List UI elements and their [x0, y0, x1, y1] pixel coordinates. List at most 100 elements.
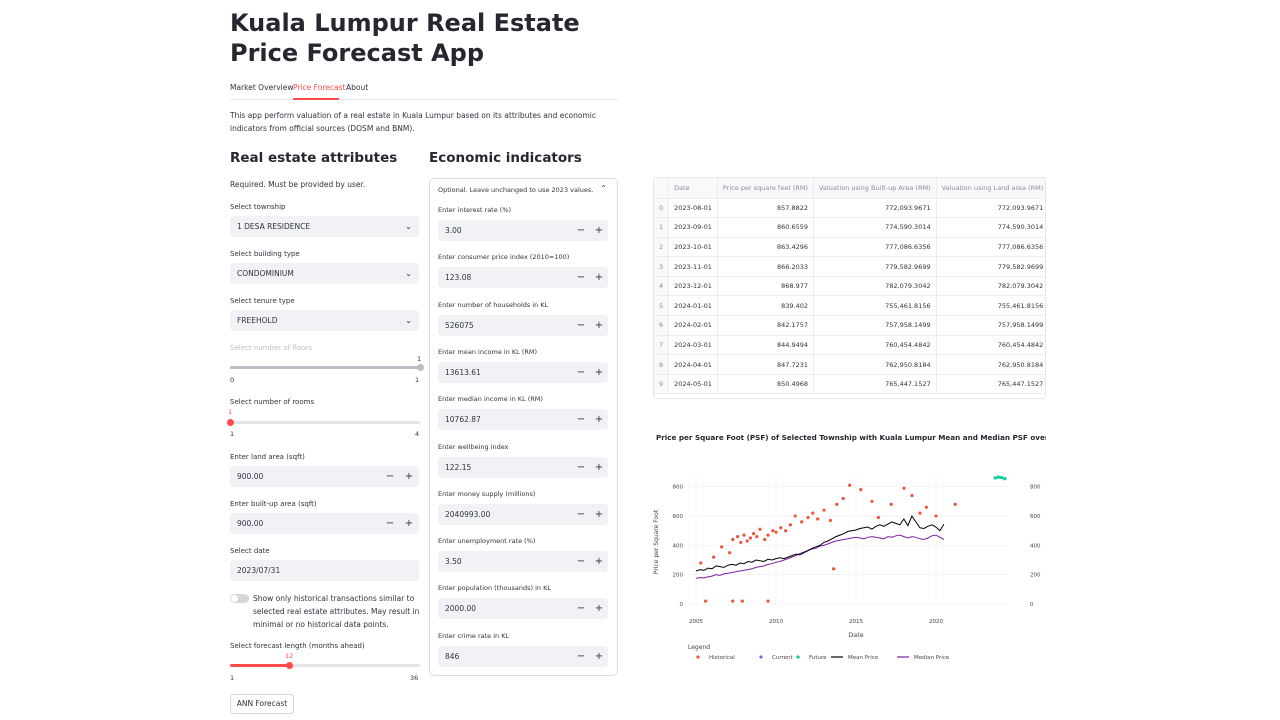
decrement-button[interactable]: − — [576, 650, 586, 662]
forecast-length-max: 36 — [410, 674, 419, 682]
table-cell: 4 — [654, 276, 670, 297]
decrement-button[interactable]: − — [576, 508, 586, 520]
floors-slider-thumb[interactable] — [416, 364, 424, 371]
table-row[interactable]: 3 2023-11-01 866.2033 779,582.9699 779,582.9… — [654, 256, 1045, 277]
table-cell: 868.977 — [717, 276, 815, 297]
increment-button[interactable]: + — [594, 272, 604, 284]
column-header-valuation-land[interactable]: Valuation using Land area (RM) — [936, 178, 1045, 199]
forecast-length-slider-track[interactable] — [230, 664, 420, 667]
building-type-select[interactable]: CONDOMINIUM ⌄ — [230, 263, 419, 284]
economic-field-input[interactable]: 2000.00 − + — [438, 598, 608, 620]
table-row[interactable]: 6 2024-02-01 842.1757 757,958.1499 757,958.1… — [654, 315, 1045, 336]
floors-slider-track[interactable] — [230, 366, 420, 369]
forecast-table[interactable]: Date Price per square feet (RM) Valuatio… — [653, 177, 1046, 399]
historical-point — [816, 517, 820, 521]
page-title: Kuala Lumpur Real Estate Price Forecast … — [230, 9, 580, 67]
table-cell: 847.7231 — [717, 354, 815, 375]
increment-button[interactable]: + — [594, 556, 604, 568]
historical-point — [835, 502, 839, 506]
built-up-area-input[interactable]: 900.00 − + — [230, 513, 419, 534]
economic-field-value: 3.50 — [445, 557, 462, 567]
table-row[interactable]: 4 2023-12-01 868.977 782,079.3042 782,079.30… — [654, 276, 1045, 297]
decrement-button[interactable]: − — [576, 414, 586, 426]
increment-button[interactable]: + — [594, 508, 604, 520]
built-up-area-decrement-button[interactable]: − — [385, 518, 395, 529]
increment-button[interactable]: + — [594, 461, 604, 473]
table-row[interactable]: 0 2023-08-01 857.8822 772,093.9671 772,093.9… — [654, 198, 1045, 219]
rooms-min: 1 — [230, 430, 235, 438]
decrement-button[interactable]: − — [576, 225, 586, 236]
township-select[interactable]: 1 DESA RESIDENCE ⌄ — [230, 216, 419, 237]
floors-value: 1 — [417, 355, 422, 363]
historical-toggle[interactable] — [230, 594, 249, 603]
historical-point — [766, 599, 770, 603]
historical-point — [745, 539, 749, 543]
increment-button[interactable]: + — [594, 603, 604, 615]
chevron-up-icon[interactable]: ⌃ — [600, 184, 607, 193]
legend-label: Future — [809, 655, 827, 661]
table-row[interactable]: 7 2024-03-01 844.9494 760,454.4842 760,454.4… — [654, 335, 1045, 356]
table-cell: 2023-10-01 — [668, 237, 718, 258]
increment-button[interactable]: + — [594, 366, 604, 378]
decrement-button[interactable]: − — [576, 603, 586, 615]
decrement-button[interactable]: − — [576, 319, 586, 331]
y2-tick-label: 600 — [1030, 514, 1041, 520]
chart-legend[interactable]: Historical Current Future Mean Price Median … — [696, 655, 950, 661]
increment-button[interactable]: + — [594, 319, 604, 331]
economic-field-input[interactable]: 2040993.00 − + — [438, 503, 608, 525]
column-header-index[interactable] — [654, 178, 670, 199]
table-row[interactable]: 8 2024-04-01 847.7231 762,950.8184 762,950.8… — [654, 354, 1045, 375]
economic-field-input[interactable]: 3.50 − + — [438, 551, 608, 573]
rooms-label: Select number of rooms — [230, 398, 315, 406]
decrement-button[interactable]: − — [576, 556, 586, 568]
economic-field-input[interactable]: 13613.61 − + — [438, 361, 608, 383]
economic-field-label: Enter population (thousands) in KL — [438, 584, 551, 593]
tab-bar: Market Overview Price Forecast About — [230, 80, 618, 100]
table-row[interactable]: 2 2023-10-01 863.4296 777,086.6356 777,086.6… — [654, 237, 1045, 258]
rooms-slider-thumb[interactable] — [226, 419, 234, 426]
tab-about[interactable]: About — [346, 83, 369, 92]
table-cell: 2023-09-01 — [668, 217, 718, 238]
built-up-area-increment-button[interactable]: + — [404, 518, 414, 529]
land-area-increment-button[interactable]: + — [404, 471, 414, 482]
column-header-date[interactable]: Date — [668, 178, 718, 199]
decrement-button[interactable]: − — [576, 461, 586, 473]
economic-field-input[interactable]: 526075 − + — [438, 314, 608, 336]
table-cell: 772,093.9671 — [936, 198, 1045, 219]
economic-field-input[interactable]: 123.08 − + — [438, 267, 608, 289]
psf-chart[interactable]: Price per Square Foot Date Legend 0 200 40… — [650, 445, 1050, 675]
table-cell: 857.8822 — [717, 198, 815, 219]
increment-button[interactable]: + — [594, 225, 604, 236]
tab-price-forecast[interactable]: Price Forecast — [293, 83, 346, 92]
economic-field-input[interactable]: 10762.87 − + — [438, 409, 608, 431]
ann-forecast-button[interactable]: ANN Forecast — [230, 694, 294, 714]
historical-point — [766, 533, 770, 537]
increment-button[interactable]: + — [594, 650, 604, 662]
increment-button[interactable]: + — [594, 414, 604, 426]
tab-market-overview[interactable]: Market Overview — [230, 83, 294, 92]
legend-marker — [696, 655, 700, 659]
table-row[interactable]: 5 2024-01-01 839.402 755,461.8156 755,461.81… — [654, 295, 1045, 317]
land-area-decrement-button[interactable]: − — [385, 471, 395, 482]
column-header-psf[interactable]: Price per square feet (RM) — [717, 178, 815, 199]
historical-toggle-label: Show only historical transactions simila… — [253, 594, 420, 629]
economic-field-input[interactable]: 846 − + — [438, 645, 608, 667]
economic-field-input[interactable]: 3.00 − + — [438, 220, 608, 241]
future-point — [1003, 477, 1007, 481]
forecast-length-slider-thumb[interactable] — [286, 662, 294, 669]
decrement-button[interactable]: − — [576, 272, 586, 284]
land-area-input[interactable]: 900.00 − + — [230, 466, 419, 487]
rooms-slider-track[interactable] — [230, 421, 420, 424]
expander-header[interactable]: Optional. Leave unchanged to use 2023 va… — [438, 186, 594, 194]
decrement-button[interactable]: − — [576, 366, 586, 378]
historical-point — [752, 532, 756, 536]
table-row[interactable]: 9 2024-05-01 850.4968 765,447.1527 765,447.1… — [654, 374, 1045, 395]
date-input[interactable]: 2023/07/31 — [230, 560, 419, 581]
tenure-type-select[interactable]: FREEHOLD ⌄ — [230, 310, 419, 331]
economic-field-input[interactable]: 122.15 − + — [438, 456, 608, 478]
built-up-area-value: 900.00 — [237, 519, 264, 528]
column-header-valuation-built-up[interactable]: Valuation using Built-up Area (RM) — [813, 178, 937, 199]
table-cell: 762,950.8184 — [813, 354, 937, 375]
table-row[interactable]: 1 2023-09-01 860.6559 774,590.3014 774,590.3… — [654, 217, 1045, 238]
table-cell: 755,461.8156 — [813, 295, 937, 317]
